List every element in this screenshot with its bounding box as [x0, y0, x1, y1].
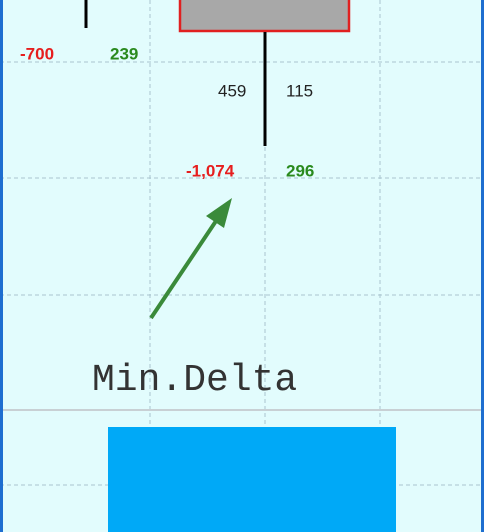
- frame-right: [481, 0, 484, 532]
- arrow-shaft: [149, 216, 220, 320]
- ask-volume: 115: [286, 81, 313, 100]
- annotation-label: Min.Delta: [92, 359, 297, 402]
- cover-box: [108, 427, 396, 532]
- max-delta: 296: [286, 161, 314, 180]
- frame-left: [0, 0, 3, 532]
- arrow-head: [206, 198, 232, 228]
- candle-body: [178, 0, 351, 33]
- min-delta: -700: [20, 44, 54, 63]
- max-delta: 239: [110, 44, 138, 63]
- bid-volume: 459: [218, 81, 246, 100]
- arrow: [149, 198, 232, 320]
- min-delta: -1,074: [186, 161, 235, 180]
